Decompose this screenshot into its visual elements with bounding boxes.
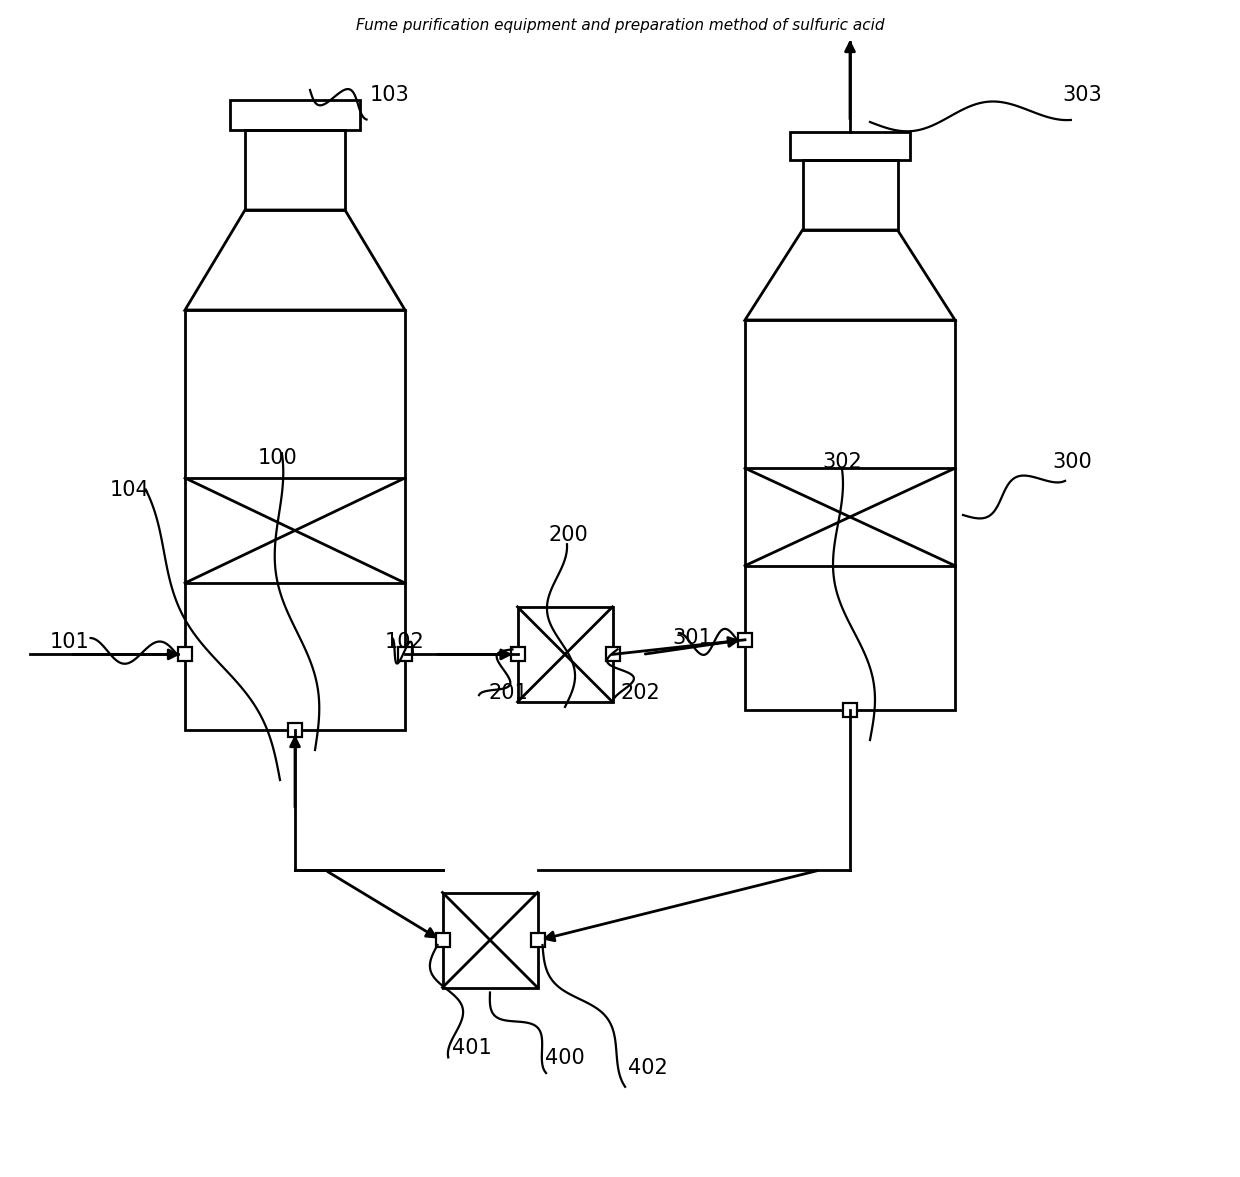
Text: 300: 300 bbox=[1052, 452, 1091, 472]
Text: 301: 301 bbox=[672, 629, 712, 649]
Text: 103: 103 bbox=[370, 85, 409, 105]
Polygon shape bbox=[511, 647, 525, 661]
Polygon shape bbox=[288, 723, 303, 737]
Polygon shape bbox=[605, 647, 620, 661]
Text: 303: 303 bbox=[1061, 85, 1102, 105]
Text: 202: 202 bbox=[620, 683, 660, 703]
Polygon shape bbox=[738, 633, 751, 647]
Polygon shape bbox=[179, 647, 192, 661]
Text: 200: 200 bbox=[548, 525, 588, 545]
Polygon shape bbox=[435, 933, 449, 947]
Text: 201: 201 bbox=[489, 683, 528, 703]
Polygon shape bbox=[398, 647, 412, 661]
Text: 100: 100 bbox=[258, 448, 298, 468]
Text: 400: 400 bbox=[546, 1048, 585, 1068]
Polygon shape bbox=[531, 933, 544, 947]
Text: 104: 104 bbox=[110, 480, 150, 500]
Text: 402: 402 bbox=[627, 1058, 668, 1078]
Text: 302: 302 bbox=[822, 452, 862, 472]
Text: 101: 101 bbox=[50, 632, 89, 652]
Text: 401: 401 bbox=[453, 1038, 492, 1058]
Text: 102: 102 bbox=[384, 632, 425, 652]
Polygon shape bbox=[843, 703, 857, 717]
Text: Fume purification equipment and preparation method of sulfuric acid: Fume purification equipment and preparat… bbox=[356, 18, 884, 33]
